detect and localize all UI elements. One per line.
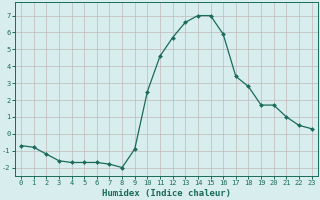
X-axis label: Humidex (Indice chaleur): Humidex (Indice chaleur) xyxy=(102,189,231,198)
